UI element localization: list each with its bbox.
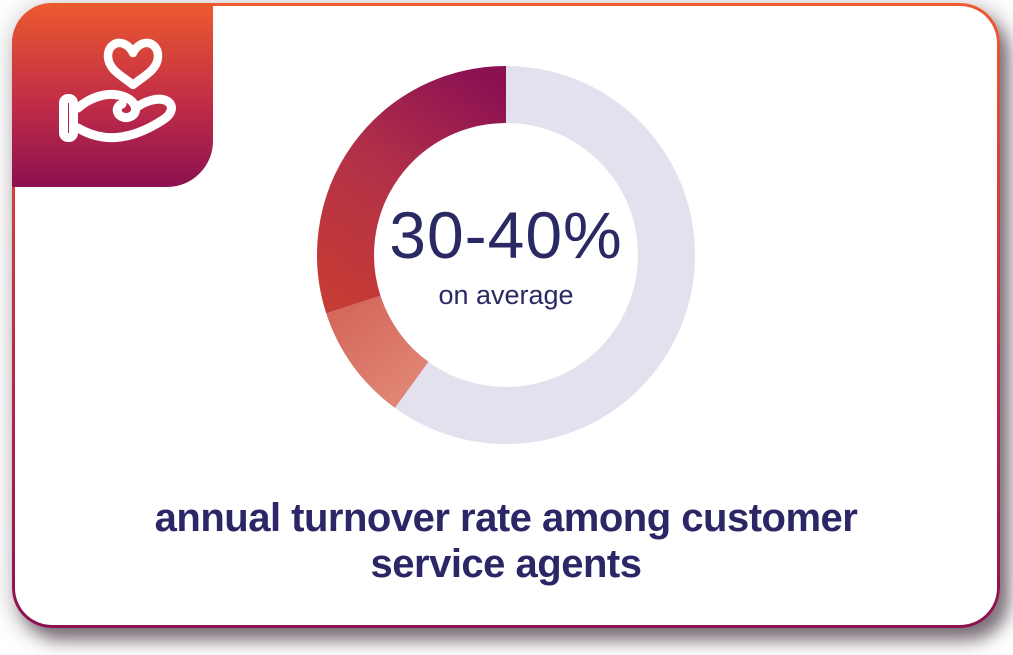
caption-bold-text: annual turnover rate [154, 496, 532, 540]
hand-holding-heart-icon [58, 38, 176, 142]
icon-badge [11, 2, 213, 187]
donut-center-sublabel: on average [438, 279, 574, 310]
caption-text: annual turnover rate among customer serv… [15, 495, 997, 587]
donut-chart-svg [317, 66, 695, 444]
caption-inner: annual turnover rate among customer serv… [96, 495, 916, 587]
stat-card: 30-40% on average annual turnover rate a… [11, 2, 1000, 628]
donut-center-value: 30-40% [389, 197, 623, 272]
donut-center-label-group: 30-40% on average [317, 66, 695, 444]
donut-chart: 30-40% on average [317, 66, 695, 444]
caption-regular-text: among customer service agents [370, 496, 858, 586]
